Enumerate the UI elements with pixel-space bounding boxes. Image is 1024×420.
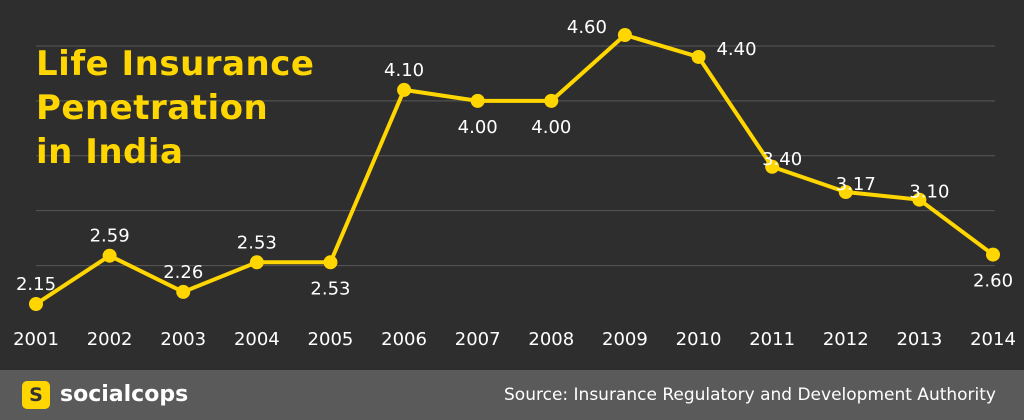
data-label: 3.17: [836, 174, 876, 195]
data-point: [691, 49, 706, 64]
chart-title-line-1: Life Insurance: [36, 44, 315, 84]
data-label: 4.00: [531, 117, 571, 138]
data-label: 2.59: [90, 226, 130, 247]
data-point: [470, 93, 485, 108]
data-label: 3.10: [909, 182, 949, 203]
x-axis-tick-labels: 2001 2002 2003 2004 2005 2006 2007 2008 2009 2010…: [13, 329, 1016, 350]
data-label: 2.53: [237, 232, 277, 253]
line-chart: 2.15 2.59 2.26 2.53 2.53 4.10 4.00 4.00 4.60 4.40…: [13, 17, 1016, 350]
data-point: [617, 28, 632, 42]
data-point: [912, 192, 927, 207]
data-point: [29, 297, 43, 311]
x-tick-label: 2006: [381, 329, 427, 350]
data-label: 3.40: [762, 149, 802, 170]
data-label: 2.15: [16, 274, 56, 295]
x-tick-label: 2011: [749, 329, 795, 350]
x-tick-label: 2014: [970, 329, 1016, 350]
chart-title: Life Insurance Penetration in India: [36, 42, 314, 174]
x-tick-label: 2001: [13, 329, 59, 350]
data-point: [838, 185, 853, 200]
data-label: 4.40: [716, 39, 756, 60]
data-point: [102, 248, 117, 263]
x-tick-label: 2009: [602, 329, 648, 350]
data-point: [249, 255, 264, 270]
series-line: [34, 33, 995, 306]
data-label: 2.53: [310, 278, 350, 299]
x-tick-label: 2008: [528, 329, 574, 350]
footer-bar: S socialcops Source: Insurance Regulator…: [0, 370, 1024, 420]
data-label: 4.00: [458, 117, 498, 138]
data-label: 2.60: [973, 271, 1013, 292]
source-citation: Source: Insurance Regulatory and Develop…: [504, 385, 996, 405]
x-tick-label: 2010: [676, 329, 722, 350]
data-point: [176, 284, 191, 299]
brand-name: socialcops: [60, 382, 189, 407]
x-tick-label: 2007: [455, 329, 501, 350]
data-label: 4.60: [567, 17, 607, 38]
gridlines: [36, 45, 995, 267]
data-labels: 2.15 2.59 2.26 2.53 2.53 4.10 4.00 4.00 4.60 4.40…: [16, 17, 1013, 299]
x-tick-label: 2005: [308, 329, 354, 350]
socialcops-logo-icon: S: [22, 381, 50, 409]
data-point: [765, 159, 780, 174]
x-tick-label: 2012: [823, 329, 869, 350]
data-point: [544, 93, 559, 108]
x-tick-label: 2013: [896, 329, 942, 350]
data-points: [29, 28, 1000, 311]
chart-title-line-3: in India: [36, 132, 184, 172]
chart-title-line-2: Penetration: [36, 88, 269, 128]
series-line-layer: [34, 33, 995, 306]
x-tick-label: 2002: [87, 329, 133, 350]
data-point: [323, 255, 338, 270]
x-tick-label: 2003: [160, 329, 206, 350]
data-label: 4.10: [384, 60, 424, 81]
data-label: 2.26: [163, 262, 203, 283]
x-tick-label: 2004: [234, 329, 280, 350]
data-point: [986, 247, 1000, 262]
data-point: [397, 82, 412, 97]
